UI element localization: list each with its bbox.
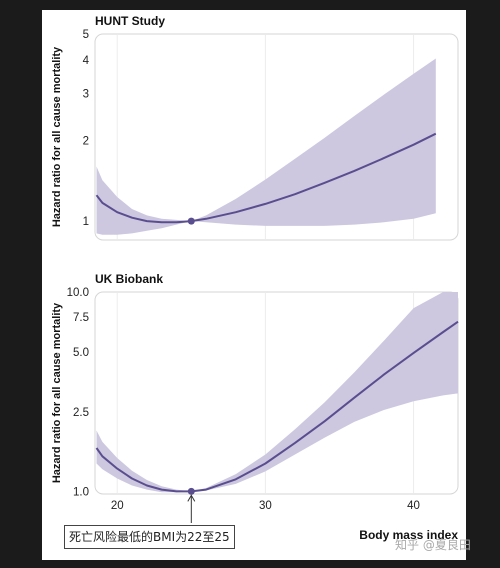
y-axis-label: Hazard ratio for all cause mortality [51,302,63,483]
x-tick-labels: 20 30 40 [111,500,420,512]
y-tick-label: 4 [83,55,90,67]
x-axis-label: Body mass index [359,528,458,542]
y-tick-labels: 1.0 2.5 5.0 7.5 10.0 [67,287,89,498]
hazard-curve [95,132,437,224]
x-tick-label: 40 [407,500,420,512]
x-tick-label: 30 [259,500,272,512]
confidence-band [96,292,458,493]
watermark: 知乎 @夏良田 [395,538,471,552]
y-axis-label: Hazard ratio for all cause mortality [51,46,63,227]
chart-title: HUNT Study [95,14,165,28]
reference-point [187,217,195,225]
y-tick-label: 7.5 [73,312,89,324]
panel-ukb: 1.0 2.5 5.0 7.5 10.0 20 30 40 UK Biobank Hazar… [51,272,459,542]
y-tick-labels: 1 2 3 4 5 [83,29,90,228]
y-tick-label: 5.0 [73,347,89,359]
y-tick-label: 2.5 [73,407,89,419]
panel-hunt: 1 2 3 4 5 HUNT Study Hazard ratio for all ca… [51,14,459,241]
annotation-arrow-head [187,494,196,502]
confidence-band [96,58,436,235]
hazard-curve [95,320,459,493]
y-tick-label: 5 [83,29,89,41]
chart-title: UK Biobank [95,272,163,286]
y-tick-label: 1 [83,216,89,228]
y-tick-label: 10.0 [67,287,89,299]
y-tick-label: 3 [83,88,89,100]
reference-point [187,487,195,495]
annotation-box: 死亡风险最低的BMI为22至25 [64,525,235,549]
y-tick-label: 2 [83,136,89,148]
y-tick-label: 1.0 [73,486,89,498]
x-tick-label: 20 [111,500,124,512]
